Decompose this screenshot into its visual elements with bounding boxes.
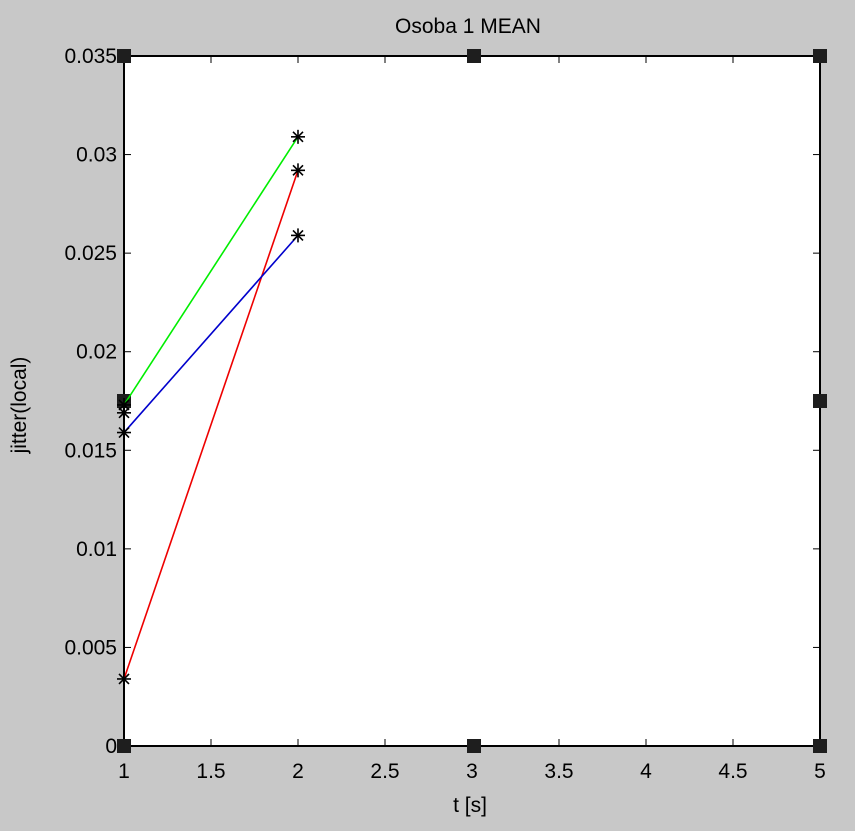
series-group [117,129,305,686]
x-tick-label: 5 [814,760,826,783]
selection-handle [117,739,131,753]
selection-handle [813,49,827,63]
y-tick-label: 0.015 [64,439,117,462]
y-axis: 0 0.005 0.01 0.015 0.02 0.025 0.03 0.035 [64,45,820,758]
x-axis: 1 1.5 2 2.5 3 3.5 4 4.5 5 [118,56,826,783]
marker-stroke [292,229,304,241]
y-tick-label: 0.035 [64,45,117,68]
plot-area [123,55,821,747]
y-tick-label: 0 [105,735,117,758]
x-tick-label: 4.5 [718,760,747,783]
selection-handles [117,49,827,753]
data-point-marker [291,129,305,144]
selection-handle [117,49,131,63]
y-axis-label: jitter(local) [8,357,31,455]
data-point-marker [117,671,131,686]
x-tick-label: 1.5 [196,760,225,783]
chart-title: Osoba 1 MEAN [395,15,541,38]
selection-handle [467,49,481,63]
y-tick-label: 0.01 [76,538,117,561]
series-line [123,170,299,680]
marker-stroke [118,399,130,411]
marker-stroke [118,426,130,439]
y-tick-label: 0.005 [64,636,117,659]
x-tick-label: 4 [640,760,652,783]
series-line [123,234,299,434]
selection-handle [467,739,481,753]
series-line [123,136,299,406]
y-tick-label: 0.03 [76,144,117,167]
data-point-marker [117,405,131,420]
data-point-marker [291,163,305,178]
selection-handle [813,394,827,408]
x-tick-label: 3.5 [544,760,573,783]
marker-stroke [118,407,130,419]
x-tick-label: 3 [466,760,478,783]
x-axis-label: t [s] [453,794,487,817]
x-tick-label: 2 [292,760,304,783]
y-tick-label: 0.025 [64,242,117,265]
marker-stroke [292,164,304,176]
x-tick-label: 2.5 [370,760,399,783]
x-tick-label: 1 [118,760,130,783]
data-point-marker [117,425,131,440]
marker-stroke [118,673,130,685]
selection-handle [813,739,827,753]
data-point-marker [291,228,305,243]
marker-stroke [292,131,304,143]
y-tick-label: 0.02 [76,341,117,364]
